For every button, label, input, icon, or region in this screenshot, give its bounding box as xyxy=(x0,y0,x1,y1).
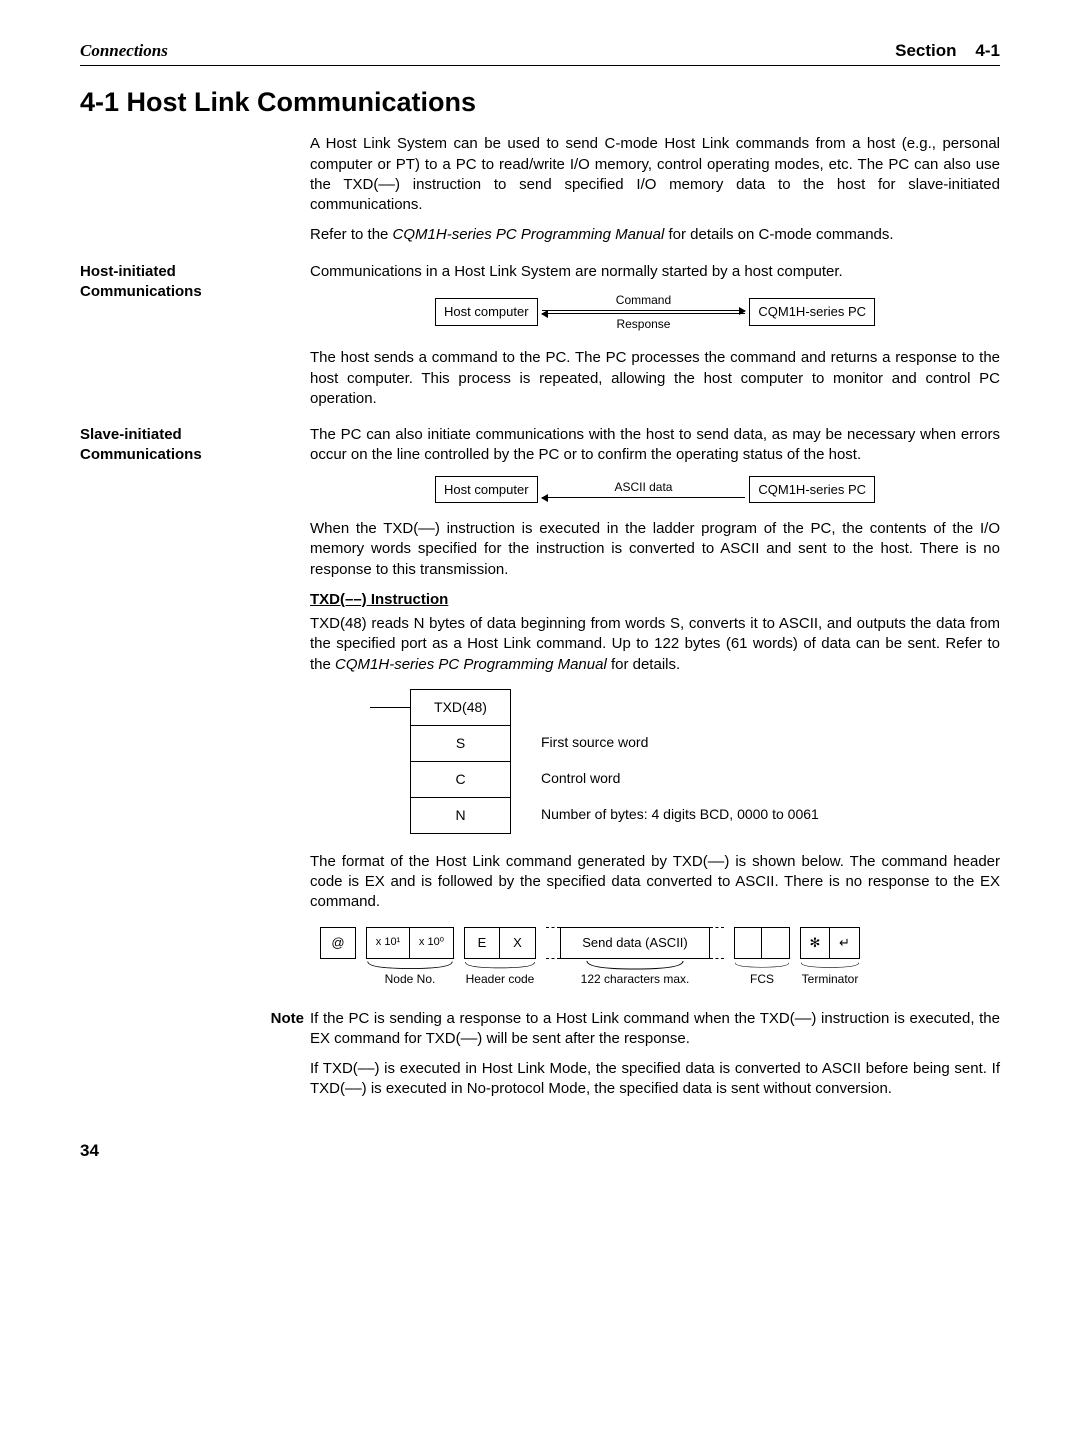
host-init-p1: Communications in a Host Link System are… xyxy=(310,262,1000,282)
arrow-right xyxy=(542,310,746,311)
txd-heading: TXD(––) Instruction xyxy=(310,590,1000,610)
pc-box-2: CQM1H-series PC xyxy=(749,476,875,504)
intro-p1: A Host Link System can be used to send C… xyxy=(310,134,1000,215)
label-max: 122 characters max. xyxy=(581,972,690,986)
intro-p2b: for details on C-mode commands. xyxy=(664,226,893,243)
label-header: Header code xyxy=(466,972,535,986)
frame-n1: x 10¹ xyxy=(366,927,410,959)
page-header: Connections Section 4-1 xyxy=(80,40,1000,66)
label-node: Node No. xyxy=(385,972,436,986)
brace-node: Node No. xyxy=(366,959,454,987)
section-title: 4-1 Host Link Communications xyxy=(80,84,1000,120)
intro-p2a: Refer to the xyxy=(310,226,393,243)
frame-x: X xyxy=(500,927,536,959)
slave-init-p1: The PC can also initiate communications … xyxy=(310,425,1000,466)
txd-p2: The format of the Host Link command gene… xyxy=(310,852,1000,913)
instr-desc-2: Control word xyxy=(541,761,819,797)
txd-p1b: for details. xyxy=(607,656,680,673)
txd-p1-ital: CQM1H-series PC Programming Manual xyxy=(335,656,607,673)
instr-cell-0: TXD(48) xyxy=(411,689,511,725)
ascii-data-label: ASCII data xyxy=(538,479,750,495)
response-label: Response xyxy=(538,316,750,332)
arrow-left-2 xyxy=(542,497,746,498)
host-computer-box: Host computer xyxy=(435,298,538,326)
instr-desc-1: First source word xyxy=(541,725,819,761)
arrow-left xyxy=(542,313,746,314)
page-number: 34 xyxy=(80,1140,1000,1163)
frame-data: Send data (ASCII) xyxy=(560,927,710,959)
host-initiated-label: Host-initiated Communications xyxy=(80,262,310,419)
frame-e: E xyxy=(464,927,500,959)
brace-term: Terminator xyxy=(800,959,860,987)
note-p2: If TXD(––) is executed in Host Link Mode… xyxy=(310,1059,1000,1100)
slave-init-diagram: Host computer ASCII data CQM1H-series PC xyxy=(435,476,875,504)
frame-dash-r xyxy=(710,927,724,959)
intro-p2-ital: CQM1H-series PC Programming Manual xyxy=(393,226,665,243)
instr-desc-col: First source word Control word Number of… xyxy=(541,689,819,833)
pc-box: CQM1H-series PC xyxy=(749,298,875,326)
instr-cell-2: C xyxy=(411,761,511,797)
header-right: Section 4-1 xyxy=(895,40,1000,63)
section-number: 4-1 xyxy=(975,41,1000,60)
txd-instruction-block: TXD(48) S C N First source word Control … xyxy=(370,689,1000,834)
side-label-empty xyxy=(80,134,310,255)
note-label: Note xyxy=(250,1009,310,1110)
frame-dash-l xyxy=(546,927,560,959)
instr-desc-0 xyxy=(541,689,819,725)
instr-cell-1: S xyxy=(411,725,511,761)
frame-fcs2 xyxy=(762,927,790,959)
frame-star: ✻ xyxy=(800,927,830,959)
brace-header: Header code xyxy=(464,959,536,987)
frame-n0: x 10⁰ xyxy=(410,927,454,959)
header-left: Connections xyxy=(80,40,168,63)
intro-p2: Refer to the CQM1H-series PC Programming… xyxy=(310,225,1000,245)
frame-at: @ xyxy=(320,927,356,959)
brace-max: 122 characters max. xyxy=(546,959,724,987)
instr-lead-line xyxy=(370,707,410,708)
slave-init-p2: When the TXD(––) instruction is executed… xyxy=(310,519,1000,580)
label-fcs: FCS xyxy=(750,972,774,986)
label-term: Terminator xyxy=(802,972,859,986)
instr-desc-3: Number of bytes: 4 digits BCD, 0000 to 0… xyxy=(541,797,819,833)
slave-initiated-label: Slave-initiated Communications xyxy=(80,425,310,995)
frame-fcs1 xyxy=(734,927,762,959)
command-label: Command xyxy=(538,292,750,308)
host-init-diagram: Host computer Command Response CQM1H-ser… xyxy=(435,292,875,332)
instr-table: TXD(48) S C N xyxy=(410,689,511,834)
note-p1: If the PC is sending a response to a Hos… xyxy=(310,1009,1000,1050)
frame-diagram: @ x 10¹ x 10⁰ E X Send data (ASCII) ✻ ↵ xyxy=(320,927,1000,987)
txd-p1: TXD(48) reads N bytes of data beginning … xyxy=(310,614,1000,675)
host-init-p2: The host sends a command to the PC. The … xyxy=(310,348,1000,409)
brace-fcs: FCS xyxy=(734,959,790,987)
frame-cr: ↵ xyxy=(830,927,860,959)
section-word: Section xyxy=(895,41,956,60)
instr-cell-3: N xyxy=(411,797,511,833)
host-computer-box-2: Host computer xyxy=(435,476,538,504)
